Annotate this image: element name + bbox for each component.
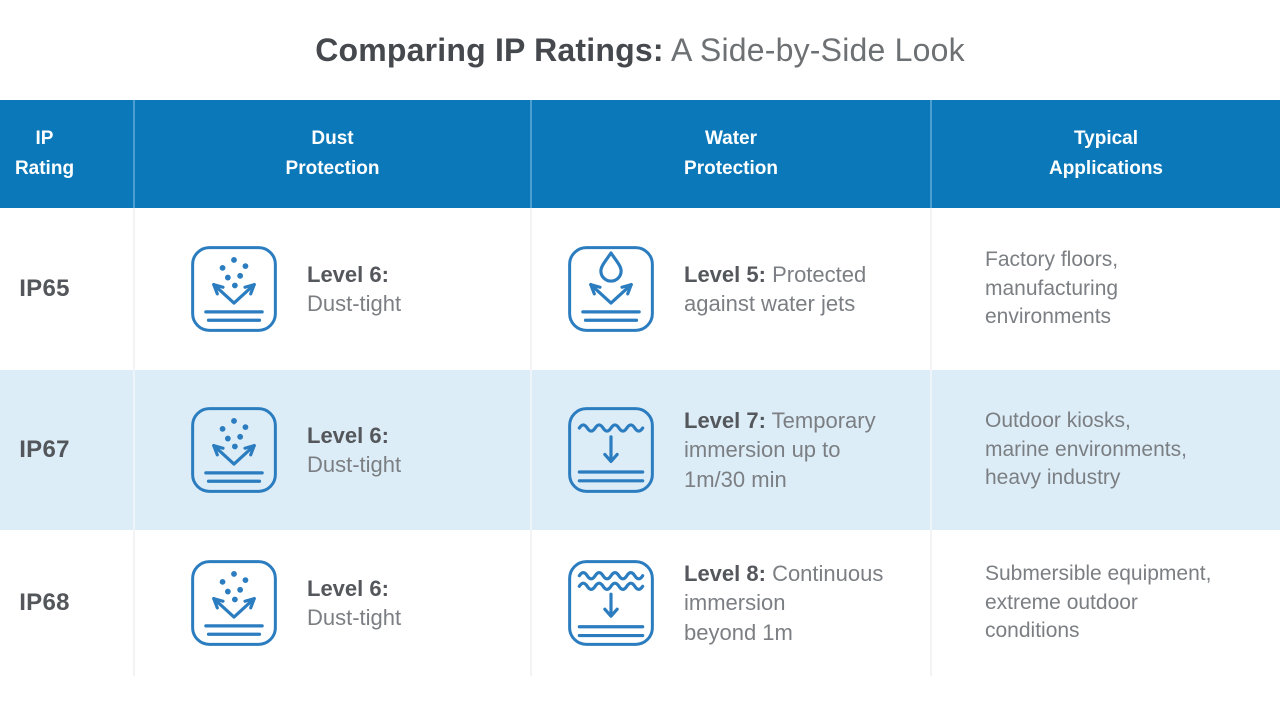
cell-dust: Level 6: Dust-tight: [133, 370, 530, 530]
dust-level-text: Level 6: Dust-tight: [307, 260, 401, 319]
cell-water: Level 5: Protected against water jets: [530, 208, 930, 370]
title-bold: Comparing IP Ratings:: [315, 31, 664, 68]
dust-level-desc: Dust-tight: [307, 291, 402, 316]
applications-text: Submersible equipment, extreme outdoor c…: [985, 561, 1212, 643]
applications-text: Outdoor kiosks, marine environments, hea…: [985, 408, 1187, 490]
cell-dust: Level 6: Dust-tight: [133, 530, 530, 676]
dust-level-desc: Dust-tight: [307, 605, 402, 630]
cell-dust: Level 6: Dust-tight: [133, 208, 530, 370]
water-level-desc: Protected against water jets: [684, 261, 867, 316]
table-row-ip67: IP67 Level 6: Dust-tight Level 7: Tempor…: [0, 370, 1280, 530]
table-row-ip65: IP65 Level 6: Dust-tight Level 5: Protec…: [0, 208, 1280, 370]
dust-level-label: Level 6:: [307, 261, 389, 287]
table-header-row: IP Rating Dust Protection Water Protecti…: [0, 100, 1280, 208]
header-ip-rating: IP Rating: [14, 127, 75, 179]
dust-tight-icon: [190, 559, 278, 647]
dust-level-label: Level 6:: [307, 422, 389, 448]
dust-level-text: Level 6: Dust-tight: [307, 574, 401, 633]
water-level-text: Level 8: Continuous immersion beyond 1m: [684, 559, 883, 647]
header-water-protection: Water Protection: [530, 100, 930, 208]
ip-rating-label: IP67: [19, 436, 70, 463]
dust-tight-icon: [190, 406, 278, 494]
page-title: Comparing IP Ratings: A Side-by-Side Loo…: [0, 0, 1280, 100]
cell-rating: IP67: [0, 370, 133, 530]
title-light: A Side-by-Side Look: [663, 31, 965, 68]
water-level-label: Level 7:: [684, 408, 766, 434]
dust-level-text: Level 6: Dust-tight: [307, 421, 401, 480]
cell-rating: IP65: [0, 208, 133, 370]
water-level-desc: Temporary immersion up to 1m/30 min: [684, 408, 876, 492]
water-level-label: Level 5:: [684, 261, 766, 287]
water-level-text: Level 7: Temporary immersion up to 1m/30…: [684, 406, 876, 494]
water-level-desc: Continuous immersion beyond 1m: [684, 561, 884, 645]
ip-rating-label: IP68: [19, 589, 70, 616]
temporary-immersion-icon: [567, 406, 655, 494]
header-dust-protection: Dust Protection: [133, 100, 530, 208]
cell-applications: Submersible equipment, extreme outdoor c…: [930, 530, 1280, 676]
cell-applications: Outdoor kiosks, marine environments, hea…: [930, 370, 1280, 530]
applications-text: Factory floors, manufacturing environmen…: [985, 247, 1119, 329]
cell-applications: Factory floors, manufacturing environmen…: [930, 208, 1280, 370]
water-jets-icon: [567, 245, 655, 333]
dust-level-desc: Dust-tight: [307, 452, 402, 477]
water-level-text: Level 5: Protected against water jets: [684, 260, 866, 319]
cell-water: Level 7: Temporary immersion up to 1m/30…: [530, 370, 930, 530]
table-row-ip68: IP68 Level 6: Dust-tight Level 8: Contin…: [0, 530, 1280, 676]
dust-tight-icon: [190, 245, 278, 333]
ip-ratings-table: IP Rating Dust Protection Water Protecti…: [0, 100, 1280, 676]
ip-rating-label: IP65: [19, 275, 70, 302]
dust-level-label: Level 6:: [307, 575, 389, 601]
cell-water: Level 8: Continuous immersion beyond 1m: [530, 530, 930, 676]
continuous-immersion-icon: [567, 559, 655, 647]
header-typical-applications: Typical Applications: [930, 100, 1280, 208]
cell-rating: IP68: [0, 530, 133, 676]
water-level-label: Level 8:: [684, 561, 766, 587]
